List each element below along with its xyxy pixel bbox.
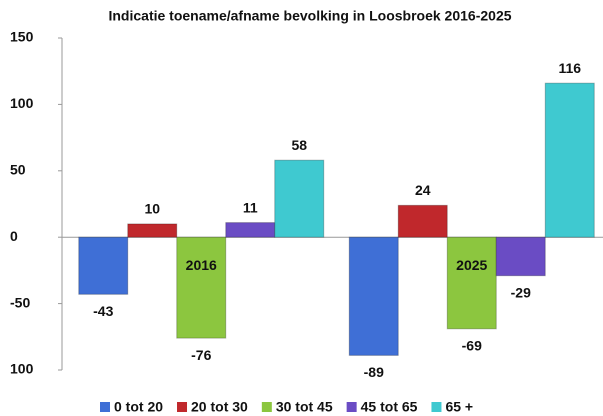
bar [348, 236, 399, 356]
bar [397, 204, 448, 238]
data-label: -29 [511, 284, 531, 300]
data-label: -69 [462, 338, 482, 354]
bar [274, 159, 325, 238]
y-tick-label: -50 [10, 294, 30, 310]
y-tick-label: 100 [10, 95, 34, 111]
legend-swatch [177, 402, 188, 412]
bar [495, 236, 546, 277]
legend-label: 45 tot 65 [361, 399, 418, 415]
legend-label: 65 + [445, 399, 473, 415]
legend-swatch [100, 402, 110, 412]
category-label: 2025 [456, 257, 487, 273]
bar [446, 236, 497, 330]
chart-title: Indicatie toename/afname bevolking in Lo… [108, 8, 511, 24]
bar [78, 236, 129, 295]
legend-swatch [261, 402, 272, 412]
data-label: -43 [93, 303, 113, 319]
bar [544, 82, 595, 238]
data-label: 58 [291, 137, 307, 153]
y-tick-label: 150 [10, 29, 34, 45]
data-label: -76 [191, 347, 211, 363]
data-label: 10 [144, 201, 160, 217]
data-label: 24 [415, 182, 431, 198]
legend-swatch [431, 402, 442, 412]
y-tick-label: 0 [10, 228, 18, 244]
category-label: 2016 [186, 257, 217, 273]
legend-label: 20 tot 30 [191, 399, 248, 415]
y-tick-label: 50 [10, 162, 26, 178]
legend-label: 0 tot 20 [114, 399, 163, 415]
data-label: -89 [364, 364, 384, 380]
legend-label: 30 tot 45 [276, 399, 333, 415]
bar [176, 236, 227, 339]
y-tick-label: 100 [10, 361, 34, 377]
data-label: 11 [243, 199, 258, 215]
bar [225, 222, 276, 238]
legend-swatch [346, 402, 357, 412]
bar [127, 223, 178, 238]
data-label: 116 [558, 60, 581, 76]
